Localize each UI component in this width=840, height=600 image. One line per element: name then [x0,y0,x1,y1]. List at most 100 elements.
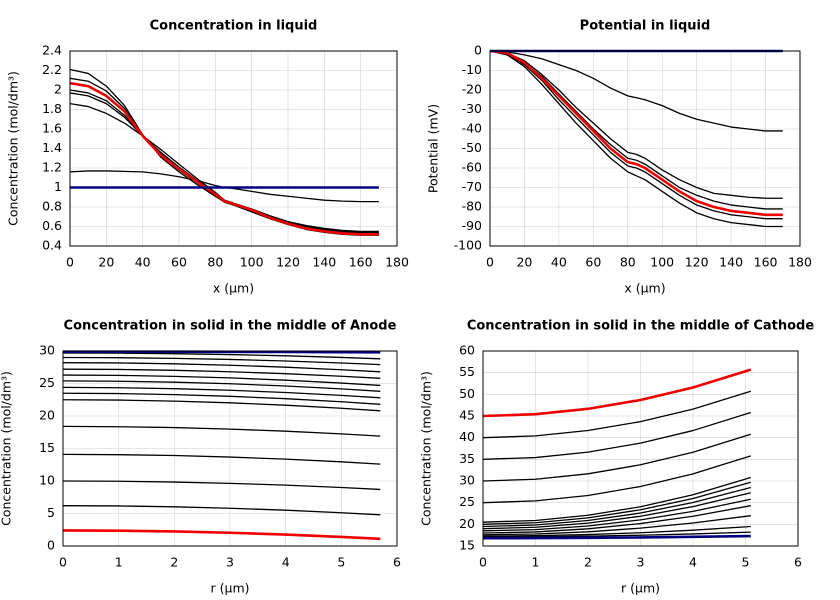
x-axis-label: x (µm) [624,281,665,296]
series-line [489,50,783,228]
x-tick-label: 40 [551,255,567,270]
x-tick-label: 4 [689,555,697,570]
y-tick-label: 15 [459,538,475,553]
series-line [489,50,783,210]
y-tick-label: -60 [462,160,482,175]
x-tick-label: 6 [393,555,401,570]
series-line [489,49,783,217]
series-line [62,374,381,387]
x-tick-label: 180 [788,255,812,270]
x-tick-label: 140 [312,255,336,270]
y-tick-label: -10 [462,62,482,77]
series-line [62,529,381,541]
y-tick-label: 0 [47,538,55,553]
x-tick-label: 3 [637,555,645,570]
series-line [63,350,381,354]
plot-frame [482,350,799,547]
x-tick-label: 0 [486,255,494,270]
x-tick-label: 60 [585,255,601,270]
series-line [482,368,752,418]
y-tick-label: 2.2 [42,62,62,77]
y-tick-label: 50 [459,386,475,401]
x-tick-label: 40 [135,255,151,270]
x-tick-label: 20 [98,255,114,270]
y-tick-label: 1.2 [42,160,62,175]
y-tick-label: 0.4 [42,238,62,253]
series-line [62,399,381,412]
series-line [62,505,381,516]
x-tick-label: 20 [516,255,532,270]
x-tick-label: 80 [207,255,223,270]
y-tick-label: -80 [462,199,482,214]
y-axis-label: Concentration (mol/dm³) [6,71,21,226]
series-line [482,492,751,530]
y-tick-label: 20 [39,408,55,423]
y-tick-label: -90 [462,218,482,233]
plot-frame [62,350,398,547]
series-line [62,352,381,360]
x-tick-label: 4 [282,555,290,570]
series-line [489,50,783,220]
x-tick-label: 120 [685,255,709,270]
x-tick-label: 1 [532,555,540,570]
series-line [482,515,751,536]
x-tick-label: 6 [794,555,802,570]
x-axis-label: r (µm) [621,581,660,596]
y-tick-label: 15 [39,440,55,455]
x-tick-label: 160 [349,255,373,270]
series-line [62,356,381,366]
y-tick-label: -20 [462,82,482,97]
x-tick-label: 5 [337,555,345,570]
x-tick-label: 60 [171,255,187,270]
y-tick-label: 2.4 [42,43,62,58]
y-tick-label: 1.6 [42,121,62,136]
y-tick-label: 5 [47,505,55,520]
chart-title: Concentration in solid in the middle of … [64,319,397,334]
x-tick-label: 120 [276,255,300,270]
y-tick-label: 60 [459,343,475,358]
plot-frame [489,50,801,247]
series-line [69,81,379,236]
y-tick-label: 20 [459,516,475,531]
series-line [482,486,751,528]
series-line [482,531,751,538]
x-tick-label: 2 [584,555,592,570]
y-tick-label: -70 [462,179,482,194]
x-tick-label: 0 [66,255,74,270]
y-tick-label: 10 [39,473,55,488]
y-tick-label: 45 [459,408,475,423]
series-line [482,433,751,482]
y-axis-label: Concentration (mol/dm³) [0,371,14,526]
y-tick-label: 25 [459,494,475,509]
series-line [482,498,751,532]
y-tick-label: 40 [459,429,475,444]
x-tick-label: 3 [226,555,234,570]
series-line [62,380,381,392]
series-line [62,392,381,405]
chart-title: Concentration in solid in the middle of … [467,319,815,334]
y-tick-label: -100 [454,238,482,253]
series-line [62,425,381,437]
y-tick-label: 0 [474,43,482,58]
series-line [482,525,751,537]
y-tick-label: 1.8 [42,101,62,116]
y-tick-label: 35 [459,451,475,466]
y-tick-label: 25 [39,375,55,390]
y-tick-label: 30 [39,343,55,358]
series-line [482,476,751,523]
series-line [482,455,751,504]
y-tick-label: 1.4 [42,140,62,155]
x-tick-label: 140 [719,255,743,270]
series-line [62,368,381,379]
x-tick-label: 1 [115,555,123,570]
series-line [482,505,751,534]
series-line [482,534,751,540]
x-tick-label: 80 [620,255,636,270]
y-tick-label: -40 [462,121,482,136]
series-line [482,390,751,439]
chart-title: Concentration in liquid [150,19,318,34]
y-tick-label: 0.6 [42,218,62,233]
x-tick-label: 100 [240,255,264,270]
x-tick-label: 0 [479,555,487,570]
